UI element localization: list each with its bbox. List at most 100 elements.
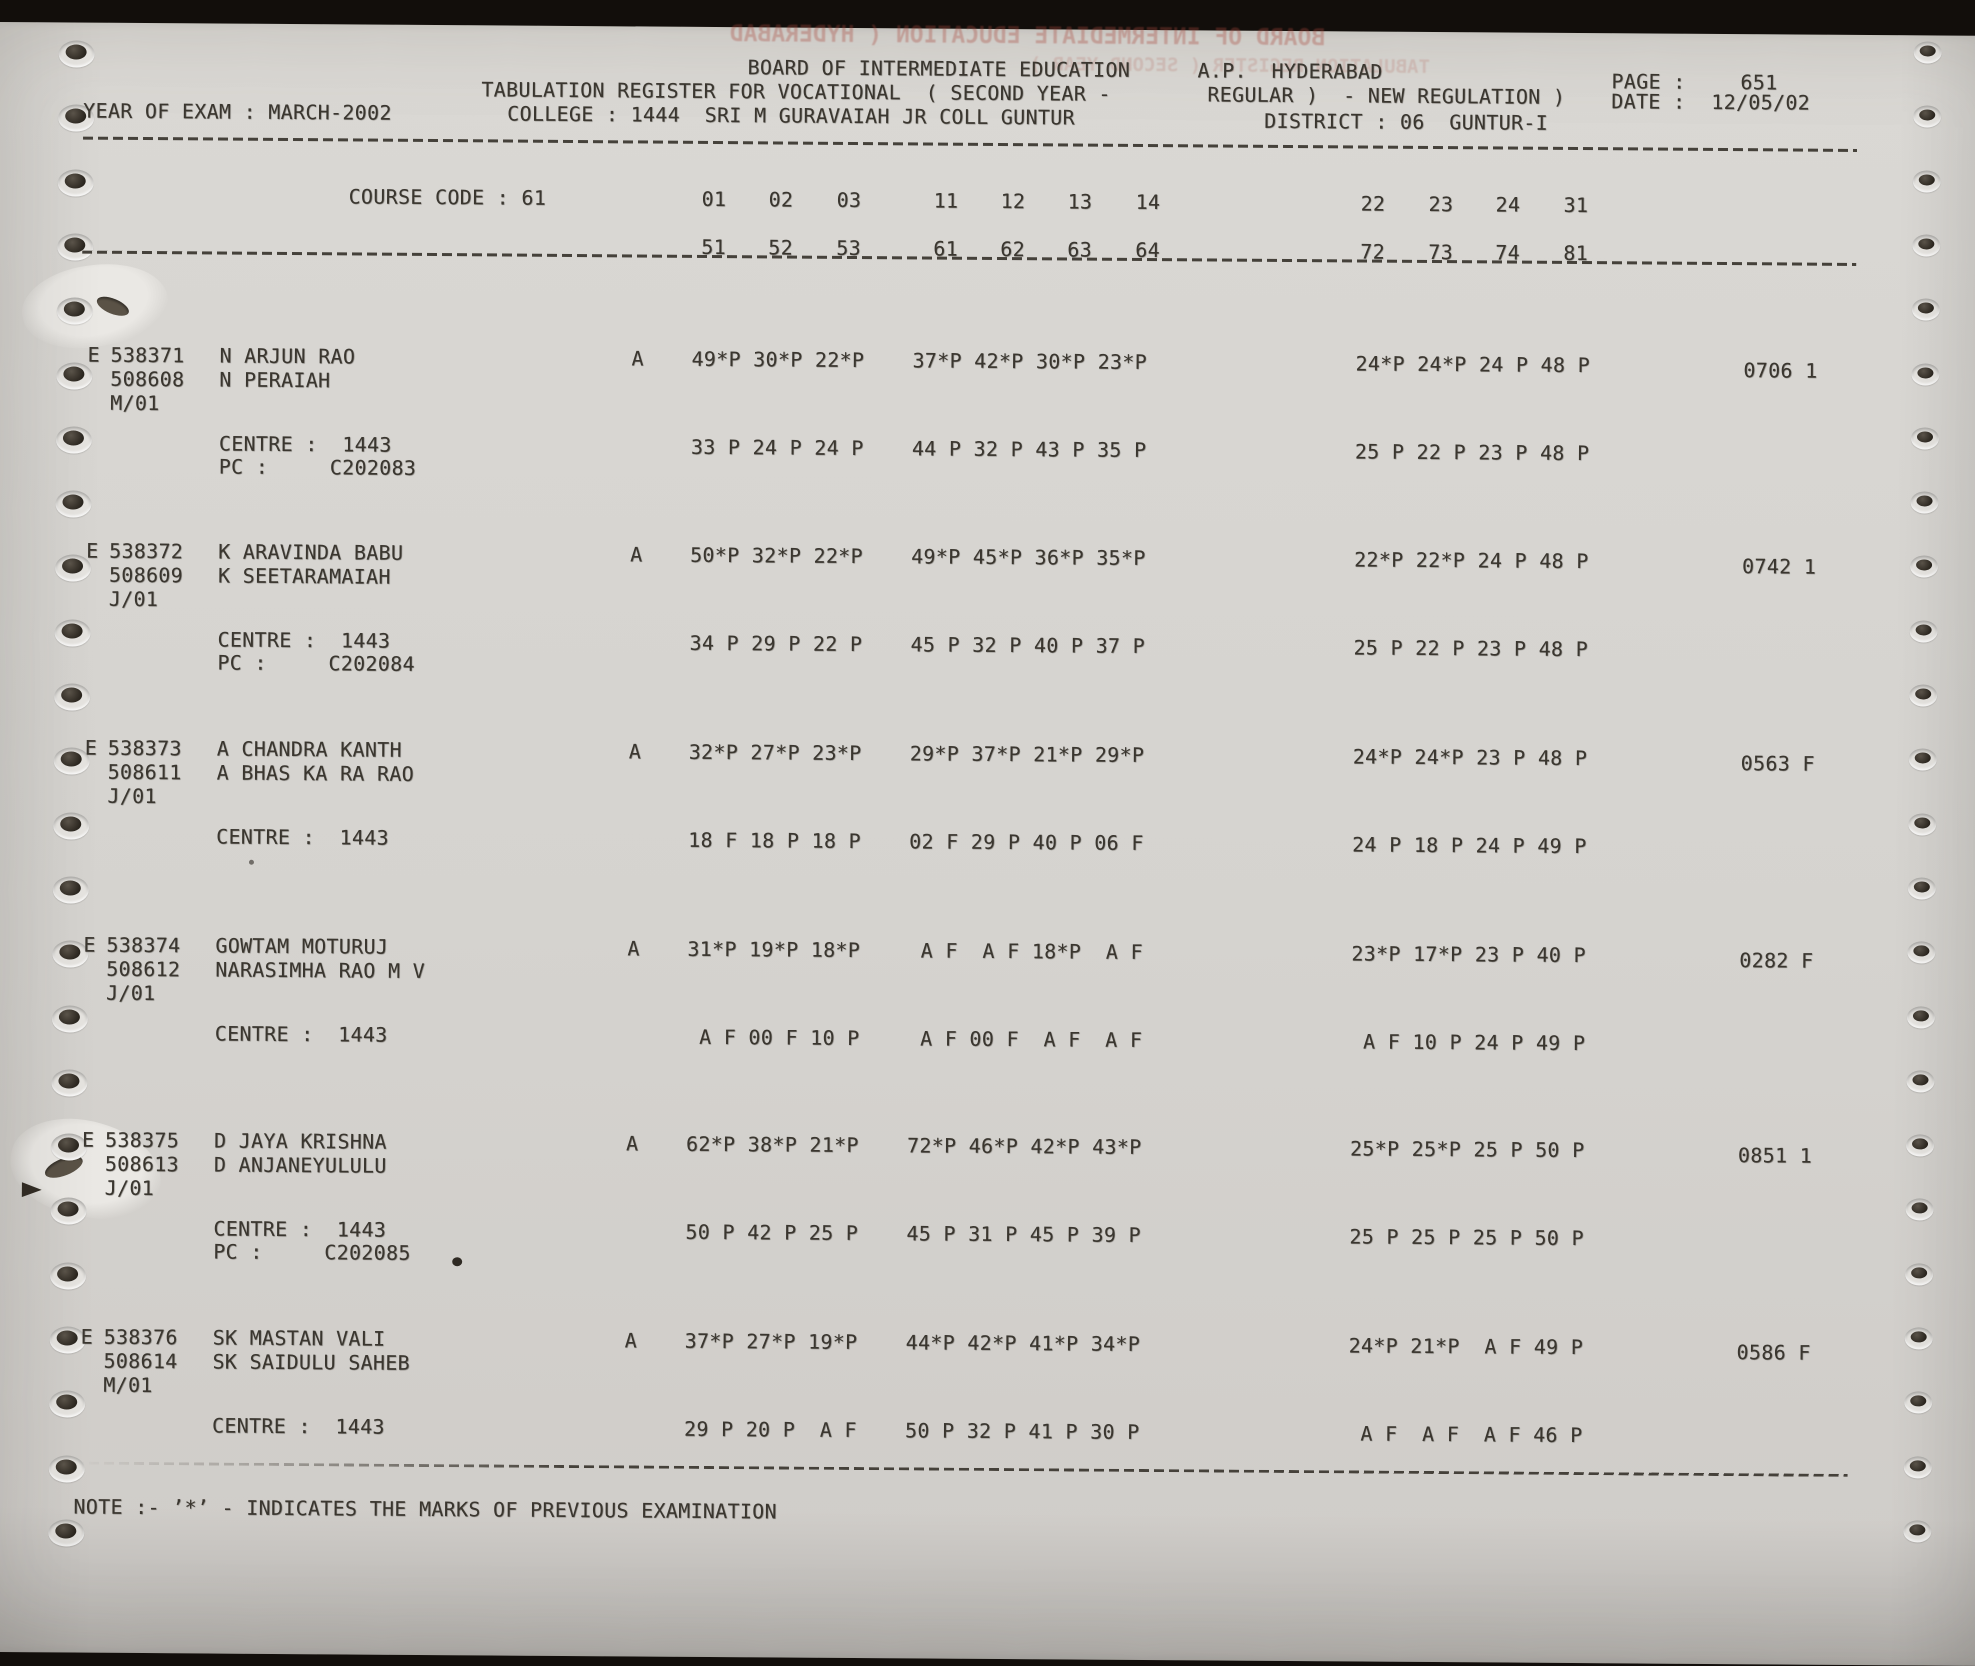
session-code: J/01 [107, 783, 157, 809]
punch-hole [1909, 684, 1938, 707]
punch-hole [1903, 1520, 1932, 1543]
punch-hole-center [1912, 1009, 1929, 1021]
punch-hole-center [57, 1201, 79, 1217]
total-marks: 0851 1 [1737, 1143, 1813, 1168]
student-name: D JAYA KRISHNA [213, 1128, 387, 1154]
total-marks: 0742 1 [1742, 554, 1817, 579]
prev-marks-group: 29*P 37*P 21*P 29*P [909, 741, 1145, 768]
prev-marks-group: 32*P 27*P 23*P [688, 739, 862, 766]
session-code: M/01 [103, 1372, 153, 1398]
parent-name: SK SAIDULU SAHEB [212, 1349, 411, 1375]
punch-hole [1906, 1005, 1936, 1029]
centre-label: CENTRE : 1443 [213, 1216, 387, 1242]
subject-code: 24 [1495, 192, 1521, 217]
board-title: BOARD OF INTERMEDIATE EDUCATION [747, 55, 1131, 82]
prev-marks-group: 24*P 21*P A F 49 P [1348, 1333, 1584, 1360]
punch-hole-center [1916, 431, 1934, 443]
centre-label: CENTRE : 1443 [217, 627, 391, 653]
punch-hole [54, 683, 91, 711]
pc-label: PC : C202083 [218, 454, 417, 480]
subject-code: 74 [1495, 240, 1521, 265]
punch-hole [57, 169, 94, 197]
register-title: TABULATION REGISTER FOR VOCATIONAL ( SEC… [481, 77, 1111, 106]
subject-code: 12 [1000, 188, 1026, 214]
punch-hole-center [1917, 366, 1934, 379]
current-marks-group: 34 P 29 P 22 P [689, 630, 863, 657]
student-reg-no: 538375 [104, 1127, 180, 1153]
punch-hole [50, 1262, 87, 1290]
prev-marks-group: 37*P 42*P 30*P 23*P [912, 348, 1148, 375]
punch-hole-center [58, 1008, 80, 1025]
punch-hole-center [1916, 495, 1933, 507]
punch-hole-center [1910, 1395, 1927, 1407]
prev-marks-group: 49*P 30*P 22*P [691, 346, 865, 373]
student-reg-no: 538376 [103, 1324, 178, 1350]
punch-hole [1911, 362, 1940, 386]
session-code: M/01 [110, 390, 160, 416]
centre-label: CENTRE : 1443 [216, 824, 390, 850]
year-of-exam: YEAR OF EXAM : MARCH-2002 [83, 98, 392, 125]
punch-hole-center [62, 430, 84, 446]
student-name: SK MASTAN VALI [212, 1325, 386, 1351]
attendance-flag: A [627, 936, 640, 961]
current-marks-group: A F 10 P 24 P 49 P [1350, 1029, 1586, 1056]
punch-hole [1903, 1455, 1932, 1479]
student-flag: E [81, 1127, 95, 1152]
subject-code: 73 [1428, 239, 1454, 265]
prev-marks-group: 23*P 17*P 23 P 40 P [1351, 941, 1586, 968]
subject-code: 64 [1135, 237, 1161, 263]
punch-hole-center [1913, 881, 1930, 893]
bleed-through-text: BOARD OF INTERMEDIATE EDUCATION ( HYDERA… [729, 21, 1326, 52]
session-code: J/01 [105, 980, 156, 1006]
subject-code: 11 [933, 188, 959, 213]
punch-hole-center [1911, 1267, 1928, 1279]
punch-hole [51, 1069, 88, 1097]
total-marks: 0282 F [1739, 948, 1814, 973]
punch-hole [58, 40, 95, 68]
punch-hole-center [1909, 1459, 1926, 1472]
punch-hole-center [58, 1073, 80, 1089]
punch-hole-center [60, 816, 82, 832]
subject-code: 62 [1000, 236, 1026, 262]
pc-label: PC : C202084 [217, 650, 415, 676]
punch-hole-center [61, 558, 84, 574]
attendance-flag: A [631, 346, 644, 371]
prev-marks-group: 24*P 24*P 23 P 48 P [1352, 744, 1588, 771]
punch-hole-center [1917, 302, 1934, 314]
current-marks-group: 33 P 24 P 24 P [690, 434, 864, 461]
student-name: A CHANDRA KANTH [216, 736, 402, 762]
punch-hole-center [1914, 752, 1931, 764]
attendance-flag: A [624, 1328, 638, 1353]
total-marks: 0706 1 [1743, 358, 1818, 383]
parent-name: A BHAS KA RA RAO [216, 760, 415, 786]
subject-code: 01 [701, 186, 727, 212]
secondary-reg-no: 508612 [106, 956, 181, 982]
student-reg-no: 538372 [109, 538, 184, 564]
punch-hole-center [1913, 945, 1930, 957]
punch-hole [52, 876, 89, 904]
punch-hole-center [1912, 1138, 1929, 1150]
prev-marks-group: 31*P 19*P 18*P [687, 936, 861, 963]
parent-name: NARASIMHA RAO M V [215, 957, 426, 983]
current-marks-group: 44 P 32 P 43 P 35 P [911, 436, 1147, 463]
printed-content: BOARD OF INTERMEDIATE EDUCATION ( HYDERA… [0, 0, 1975, 1523]
student-flag: E [87, 342, 100, 367]
subject-code: 22 [1360, 191, 1386, 216]
subject-code: 03 [836, 187, 862, 213]
punch-hole-center [1918, 238, 1935, 250]
punch-hole [1909, 620, 1938, 643]
subject-code: 52 [768, 235, 794, 260]
prev-marks-group: 49*P 45*P 36*P 35*P [911, 544, 1146, 571]
total-marks: 0563 F [1740, 751, 1815, 776]
current-marks-group: 25 P 22 P 23 P 48 P [1354, 439, 1590, 466]
prev-marks-group: 24*P 24*P 24 P 48 P [1355, 351, 1591, 378]
subject-code: 72 [1360, 239, 1386, 264]
prev-marks-group: 72*P 46*P 42*P 43*P [906, 1133, 1142, 1159]
punch-hole [1913, 41, 1942, 64]
punch-hole-center [1919, 109, 1936, 121]
prev-marks-group: A F A F 18*P A F [908, 938, 1143, 965]
current-marks-group: 24 P 18 P 24 P 49 P [1352, 832, 1587, 859]
punch-hole [55, 426, 93, 454]
punch-hole-center [1915, 688, 1932, 700]
